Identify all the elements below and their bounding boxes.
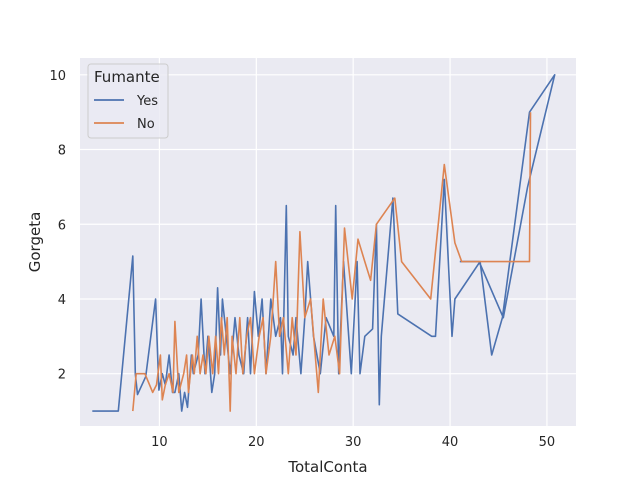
y-tick-label: 8 [58,144,66,159]
x-tick-label: 30 [345,435,362,450]
series-layer [92,74,556,412]
x-tick-label: 50 [539,435,556,450]
legend-box [87,63,169,139]
grid [80,58,576,426]
legend-title: Fumante [94,68,160,86]
legend-label-yes: Yes [136,94,158,109]
x-tick-label: 40 [442,435,459,450]
y-axis-label: Gorgeta [26,212,44,273]
series-line-no [132,112,532,412]
legend-label-no: No [137,117,155,132]
x-tick-label: 10 [151,435,168,450]
x-axis-label: TotalConta [287,458,367,476]
y-tick-label: 4 [58,293,66,308]
y-tick-label: 2 [58,368,66,383]
tick-labels: 10 20 30 40 50 2 4 6 8 10 [49,69,555,450]
y-tick-label: 6 [58,218,66,233]
x-tick-label: 20 [248,435,265,450]
legend: Fumante Yes No [87,63,169,139]
y-tick-label: 10 [49,69,66,84]
